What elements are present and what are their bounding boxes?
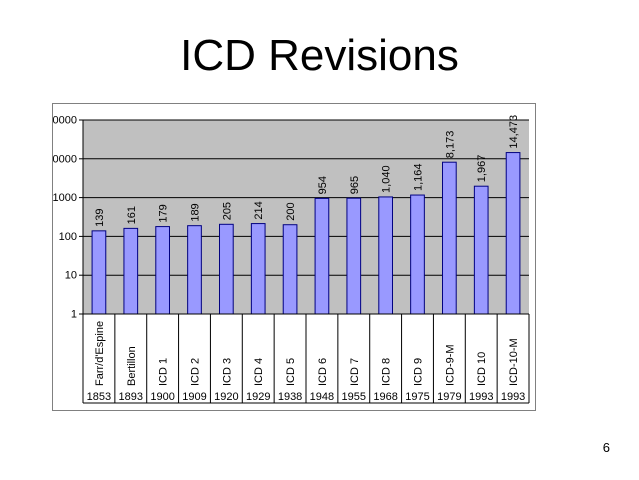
year-label: 1993: [501, 391, 525, 403]
category-label: ICD 7: [349, 358, 361, 386]
value-label: 1,040: [381, 165, 393, 193]
bar: [505, 152, 521, 315]
value-label: 1,164: [413, 164, 425, 192]
year-label: 1975: [405, 391, 429, 403]
category-label: ICD 4: [253, 358, 265, 386]
plot-area: [83, 120, 529, 314]
year-label: 1948: [310, 391, 334, 403]
bar: [91, 230, 107, 315]
category-label: Farr/d'Espine: [94, 321, 106, 386]
bar: [123, 227, 139, 315]
year-label: 1993: [469, 391, 493, 403]
year-label: 1900: [150, 391, 174, 403]
page-number: 6: [602, 440, 610, 455]
year-label: 1968: [373, 391, 397, 403]
value-label: 189: [190, 203, 202, 221]
category-label: ICD-9-M: [444, 344, 456, 386]
value-labels: 139 161 179 189 205 214 200 954 965 1,040 1,164 8,1…: [94, 115, 520, 227]
value-label: 139: [94, 208, 106, 226]
bar: [442, 161, 457, 315]
value-label: 200: [285, 202, 297, 220]
value-label: 205: [221, 202, 233, 220]
bar: [314, 197, 330, 315]
category-label: Bertillon: [126, 346, 138, 386]
y-tick-label: 1000: [53, 192, 77, 204]
value-label: 965: [349, 176, 361, 194]
category-label: ICD 9: [413, 358, 425, 386]
year-label: 1853: [87, 391, 111, 403]
year-label: 1955: [342, 391, 366, 403]
category-label: ICD 8: [381, 358, 393, 386]
category-label: ICD 6: [317, 358, 329, 386]
bar: [282, 224, 298, 315]
category-label: ICD 3: [221, 358, 233, 386]
category-table: Farr/d'Espine 1853 Bertillon 1893 ICD 1 1900 I…: [83, 314, 530, 404]
slide-title: ICD Revisions: [180, 31, 459, 80]
bar: [410, 194, 425, 315]
category-label: ICD 5: [285, 358, 297, 386]
bar: [187, 225, 202, 315]
bar: [473, 185, 489, 315]
year-label: 1979: [437, 391, 461, 403]
y-tick-label: 100: [59, 231, 77, 243]
value-label: 214: [253, 201, 265, 219]
y-tick-label: 1: [71, 309, 77, 321]
value-label: 8,173: [444, 131, 456, 159]
year-label: 1929: [246, 391, 270, 403]
year-label: 1909: [182, 391, 206, 403]
value-label: 14,473: [508, 115, 520, 149]
category-label: ICD 10: [476, 352, 488, 386]
category-label: ICD 2: [190, 358, 202, 386]
bar: [378, 196, 393, 315]
category-label: ICD 1: [158, 358, 170, 386]
year-label: 1893: [119, 391, 143, 403]
bar: [219, 223, 234, 315]
y-tick-label: 10: [65, 270, 77, 282]
year-label: 1920: [214, 391, 238, 403]
year-label: 1938: [278, 391, 302, 403]
value-label: 161: [126, 206, 138, 224]
bar: [346, 197, 362, 315]
value-label: 179: [158, 204, 170, 222]
category-label: ICD-10-M: [508, 338, 520, 386]
value-label: 1,967: [476, 155, 488, 183]
plot-background: [83, 120, 529, 314]
bar: [250, 223, 266, 315]
value-label: 954: [317, 176, 329, 194]
bar: [155, 226, 170, 315]
